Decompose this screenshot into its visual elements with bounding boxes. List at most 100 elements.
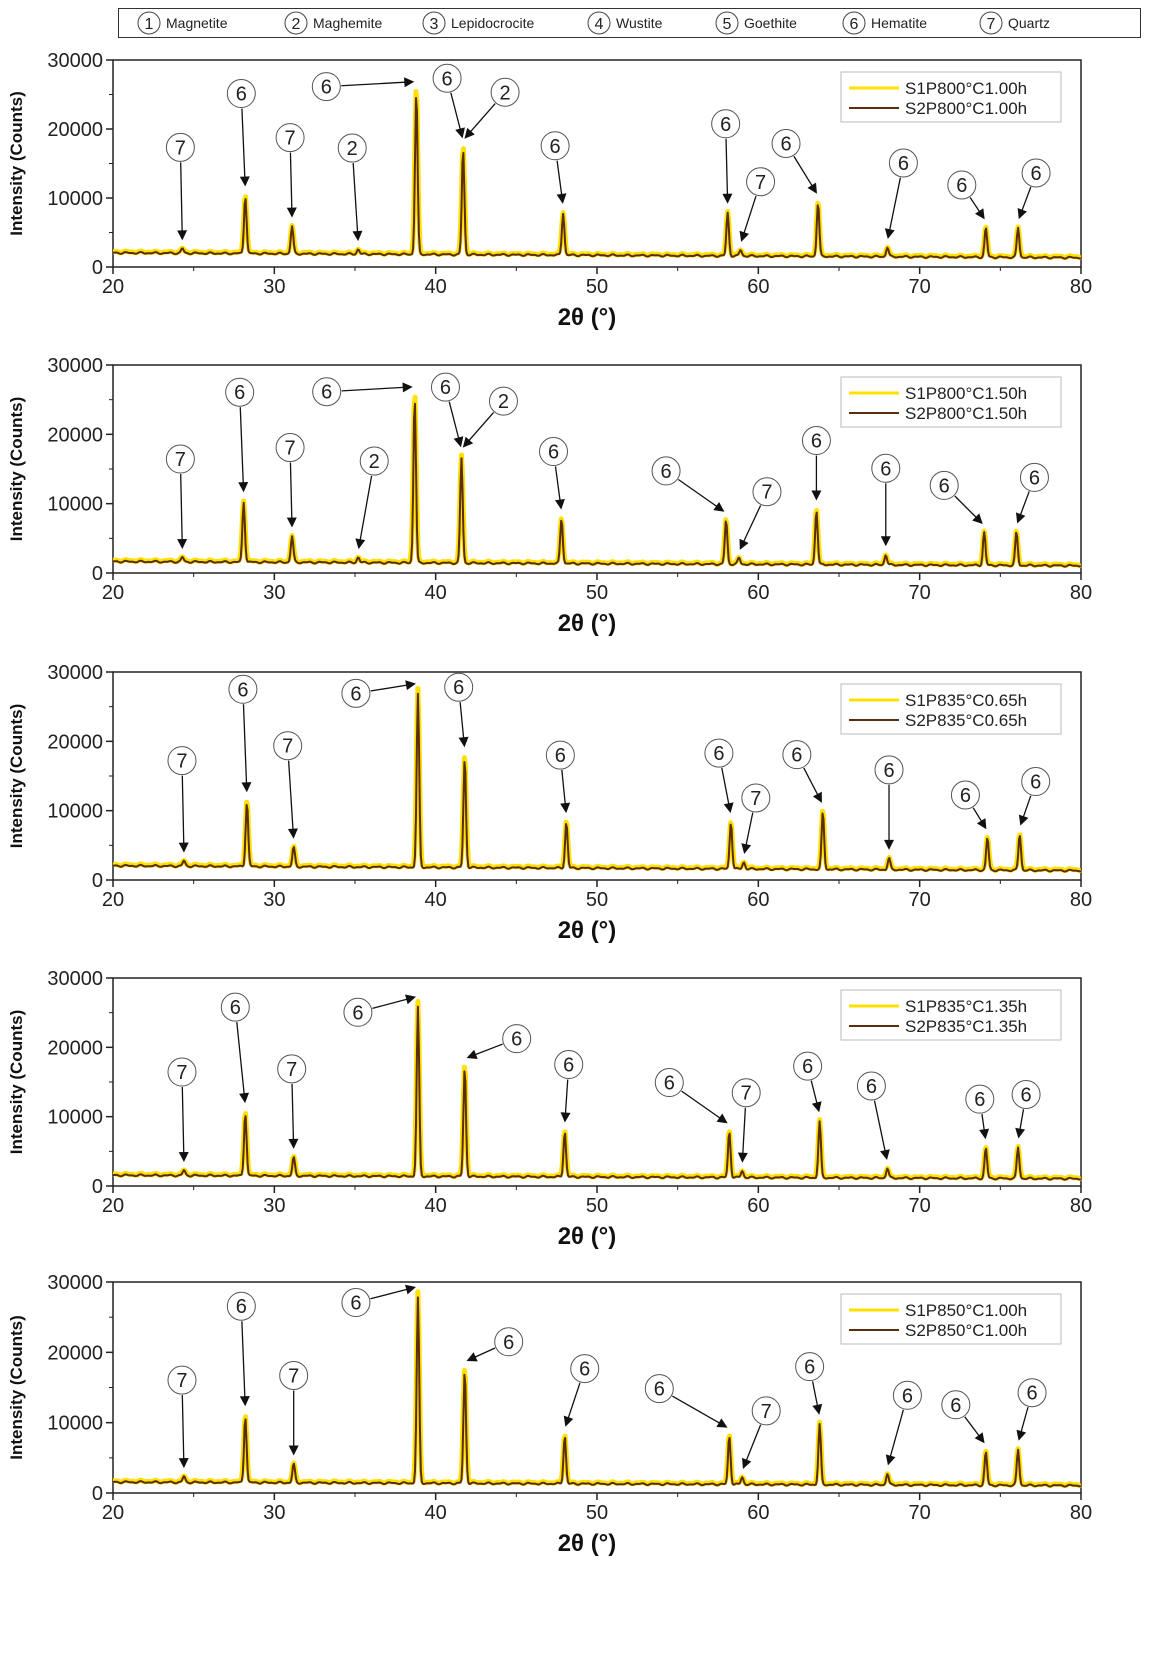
- peak-annotation: 2: [464, 77, 520, 139]
- annotation-label: 6: [237, 679, 248, 701]
- annotation-label: 7: [176, 1062, 187, 1084]
- arrow-head: [239, 1092, 250, 1104]
- annotation-circle: [704, 738, 734, 768]
- annotation-arrow: [981, 1113, 985, 1131]
- peak-annotation: 2: [462, 386, 518, 448]
- annotation-label: 6: [661, 461, 672, 483]
- annotation-label: 7: [175, 137, 186, 159]
- arrow-head: [288, 1138, 299, 1149]
- peak-annotation: 6: [341, 1284, 416, 1318]
- phase-legend-number: 2: [292, 16, 301, 33]
- peak-annotation: 6: [795, 1352, 825, 1415]
- annotation-label: 7: [755, 172, 766, 194]
- peak-annotation: 7: [165, 444, 195, 550]
- annotation-circle: [167, 1057, 197, 1087]
- phase-legend-number: 7: [987, 16, 996, 33]
- arrow-head: [239, 176, 250, 187]
- annotation-label: 6: [503, 1332, 514, 1354]
- peak-annotation: 6: [711, 109, 741, 204]
- annotation-circle: [275, 433, 305, 463]
- annotation-arrow: [671, 1395, 721, 1424]
- arrow-head: [286, 207, 297, 218]
- annotation-circle: [226, 79, 256, 109]
- y-tick-label: 0: [92, 870, 103, 892]
- y-tick-label: 20000: [47, 119, 103, 141]
- y-tick-label: 30000: [47, 355, 103, 377]
- annotation-label: 2: [498, 391, 509, 413]
- arrow-head: [974, 208, 985, 220]
- annotation-label: 6: [1031, 163, 1042, 185]
- phase-legend-number: 5: [723, 16, 732, 33]
- arrow-head: [713, 501, 725, 512]
- annotation-circle: [312, 377, 342, 407]
- annotation-arrow: [370, 1288, 408, 1300]
- peak-annotation: 6: [225, 377, 255, 493]
- phase-legend-circle: [842, 11, 866, 35]
- peak-annotation: 6: [644, 1374, 728, 1428]
- annotation-circle: [311, 72, 341, 102]
- phase-legend-circle: [422, 11, 446, 35]
- phase-legend-circle: [284, 11, 308, 35]
- annotation-arrow: [811, 1381, 819, 1407]
- annotation-arrow: [289, 462, 293, 519]
- x-tick-label: 70: [909, 582, 931, 604]
- peak-annotation: 6: [651, 456, 725, 512]
- annotation-arrow: [241, 108, 246, 178]
- annotation-circle: [343, 997, 373, 1027]
- x-tick-label: 80: [1070, 1502, 1092, 1524]
- annotation-label: 6: [453, 677, 464, 699]
- annotation-circle: [273, 731, 303, 761]
- arrow-head: [723, 802, 734, 814]
- y-tick-label: 20000: [47, 731, 103, 753]
- annotation-circle: [888, 148, 918, 178]
- x-tick-label: 30: [263, 276, 285, 298]
- annotation-arrow: [889, 1409, 905, 1457]
- legend-label-s1: S1P800°C1.00h: [905, 79, 1027, 98]
- annotation-circle: [444, 672, 474, 702]
- x-tick-label: 50: [586, 582, 608, 604]
- phase-legend-name: Quartz: [1008, 15, 1050, 31]
- phase-legend-number: 3: [430, 16, 439, 33]
- x-tick-label: 80: [1070, 582, 1092, 604]
- arrow-head: [1016, 1429, 1027, 1441]
- annotation-circle: [856, 1071, 886, 1101]
- series-line-s1: [111, 1289, 1083, 1488]
- y-axis-label: Intensity (Counts): [7, 91, 26, 236]
- annotation-circle: [752, 477, 782, 507]
- y-tick-label: 20000: [47, 1037, 103, 1059]
- annotation-label: 6: [440, 377, 451, 399]
- annotation-circle: [947, 170, 977, 200]
- peak-annotation: 6: [884, 148, 918, 240]
- annotation-label: 6: [442, 68, 453, 90]
- annotation-circle: [341, 1288, 371, 1318]
- arrow-head: [355, 538, 366, 550]
- arrow-head: [464, 127, 475, 139]
- series-line-s2: [113, 97, 1082, 260]
- series-line-s2: [112, 402, 1082, 568]
- annotation-arrow: [239, 407, 244, 484]
- y-axis-label: Intensity (Counts): [7, 1315, 26, 1460]
- annotation-circle: [751, 1396, 781, 1426]
- annotation-label: 6: [898, 153, 909, 175]
- peak-annotation: 6: [540, 131, 570, 204]
- annotation-arrow: [372, 998, 408, 1010]
- y-tick-label: 10000: [47, 494, 103, 516]
- peak-annotation: 7: [739, 167, 776, 242]
- x-axis-label: 2θ (°): [558, 610, 617, 637]
- x-tick-label: 30: [263, 1502, 285, 1524]
- y-tick-label: 20000: [47, 1342, 103, 1364]
- x-tick-label: 40: [425, 1502, 447, 1524]
- legend-label-s2: S2P800°C1.50h: [905, 404, 1027, 423]
- annotation-arrow: [448, 401, 460, 439]
- annotation-circle: [545, 740, 575, 770]
- phase-legend-circle: [587, 11, 611, 35]
- arrow-head: [458, 736, 469, 748]
- peak-annotation: 6: [341, 678, 416, 708]
- phase-legend-circle: [979, 11, 1003, 35]
- arrow-head: [1015, 512, 1026, 524]
- y-axis-label: Intensity (Counts): [7, 397, 26, 542]
- annotation-arrow: [474, 1043, 503, 1056]
- arrow-head: [405, 680, 416, 691]
- peak-annotation: 7: [165, 132, 195, 241]
